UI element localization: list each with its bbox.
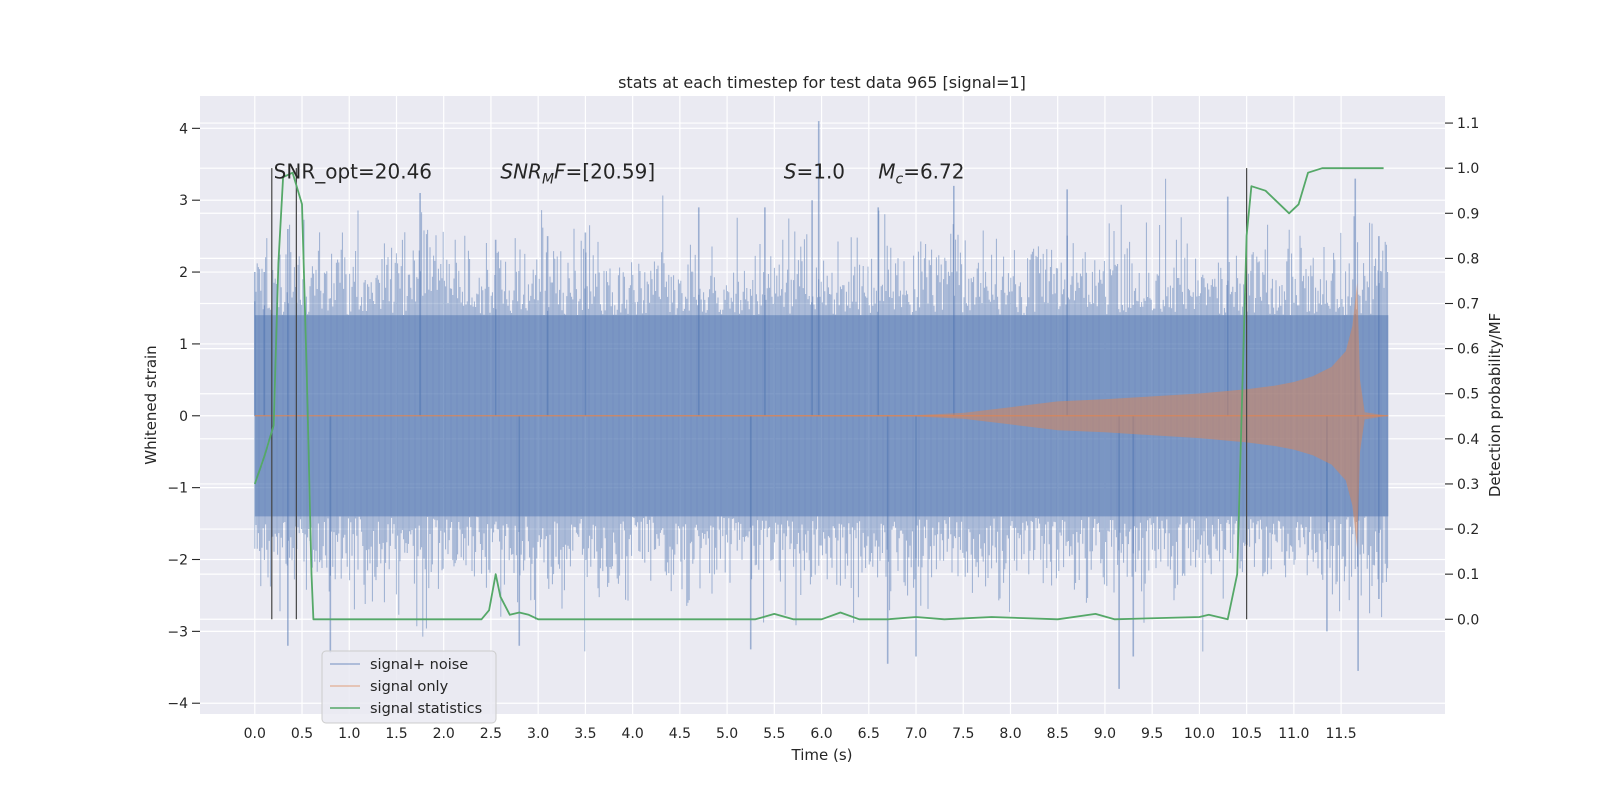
x-tick-label-3.5: 3.5: [574, 726, 596, 742]
x-tick-label-11.5: 11.5: [1326, 726, 1357, 742]
y-tick-label-right-1.1: 1.1: [1457, 116, 1479, 132]
annotation-0: SNR_opt=20.46: [274, 160, 432, 184]
x-tick-label-4.0: 4.0: [621, 726, 643, 742]
y-tick-label-left-−2: −2: [167, 553, 188, 569]
y-tick-label-left-−3: −3: [167, 624, 188, 640]
x-tick-label-9.0: 9.0: [1094, 726, 1116, 742]
y-tick-label-left-3: 3: [179, 193, 188, 209]
signal-statistics-line: [253, 167, 1384, 621]
annotations: SNR_opt=20.46 SNRMF=[20.59] S=1.0 Mc=6.72: [274, 160, 965, 188]
x-tick-label-9.5: 9.5: [1141, 726, 1163, 742]
x-tick-label-11.0: 11.0: [1278, 726, 1309, 742]
y-axis-title-right: Detection probability/MF: [1486, 313, 1504, 497]
legend-label-signal-noise: signal+ noise: [370, 657, 468, 673]
signal-statistics-series: [253, 167, 1384, 621]
y-tick-label-right-0.1: 0.1: [1457, 567, 1479, 583]
y-tick-label-left-1: 1: [179, 337, 188, 353]
y-tick-label-right-0.6: 0.6: [1457, 342, 1479, 358]
x-tick-label-8.0: 8.0: [999, 726, 1021, 742]
x-axis-title: Time (s): [791, 746, 853, 764]
legend-label-signal-only: signal only: [370, 679, 449, 695]
y-tick-label-left-−1: −1: [167, 481, 188, 497]
x-tick-label-3.0: 3.0: [527, 726, 549, 742]
y-tick-label-right-0.8: 0.8: [1457, 251, 1479, 267]
y-tick-label-right-0.3: 0.3: [1457, 477, 1479, 493]
legend: signal+ noise signal only signal statist…: [321, 650, 497, 724]
x-tick-label-2.5: 2.5: [480, 726, 502, 742]
x-tick-label-1.5: 1.5: [385, 726, 407, 742]
y-tick-label-right-0.4: 0.4: [1457, 432, 1479, 448]
chart-title: stats at each timestep for test data 965…: [618, 73, 1026, 92]
y-tick-label-right-0.2: 0.2: [1457, 522, 1479, 538]
x-tick-label-8.5: 8.5: [1047, 726, 1069, 742]
x-tick-label-1.0: 1.0: [338, 726, 360, 742]
axis-ticks: 0.0 0.5 1.0 1.5 2.0 2.5 3.0 3.5 4.0 4.5 5.0 5.5 6.0 6…: [167, 116, 1479, 742]
y-tick-label-left-2: 2: [179, 265, 188, 281]
x-tick-label-7.0: 7.0: [905, 726, 927, 742]
x-tick-label-6.0: 6.0: [810, 726, 832, 742]
legend-label-signal-statistics: signal statistics: [370, 701, 482, 717]
x-tick-label-5.0: 5.0: [716, 726, 738, 742]
y-tick-label-right-0.7: 0.7: [1457, 297, 1479, 313]
y-axis-title-left: Whitened strain: [142, 345, 160, 464]
y-tick-label-left-0: 0: [179, 409, 188, 425]
y-tick-label-right-0.9: 0.9: [1457, 206, 1479, 222]
y-tick-label-left-4: 4: [179, 121, 188, 137]
signal-only-series: [254, 282, 1389, 549]
legend-box: [321, 650, 497, 724]
x-tick-label-10.5: 10.5: [1231, 726, 1262, 742]
annotation-2: S=1.0: [784, 160, 845, 184]
y-tick-label-right-1.0: 1.0: [1457, 161, 1479, 177]
x-tick-label-10.0: 10.0: [1184, 726, 1215, 742]
x-tick-label-0.0: 0.0: [244, 726, 266, 742]
x-tick-label-7.5: 7.5: [952, 726, 974, 742]
annotation-1: SNRMF=[20.59]: [500, 160, 655, 188]
y-tick-label-right-0.0: 0.0: [1457, 612, 1479, 628]
x-tick-label-0.5: 0.5: [291, 726, 313, 742]
annotation-3: Mc=6.72: [878, 160, 964, 188]
y-tick-label-left-−4: −4: [167, 696, 188, 712]
x-tick-label-5.5: 5.5: [763, 726, 785, 742]
x-tick-label-2.0: 2.0: [433, 726, 455, 742]
y-tick-label-right-0.5: 0.5: [1457, 387, 1479, 403]
x-tick-label-4.5: 4.5: [669, 726, 691, 742]
x-tick-label-6.5: 6.5: [858, 726, 880, 742]
